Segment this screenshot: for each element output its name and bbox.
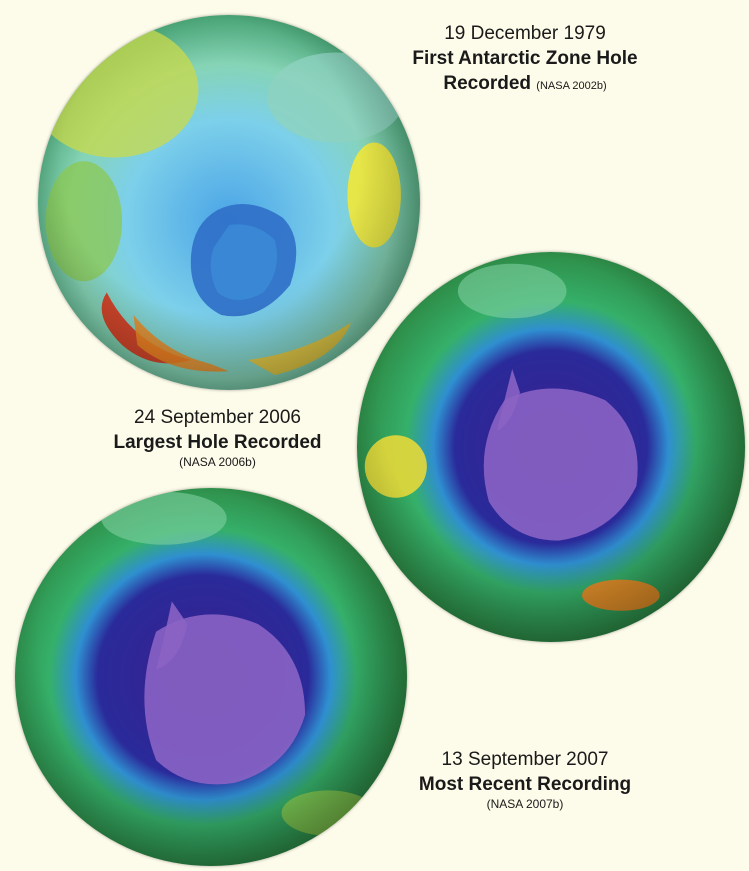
headline-1979-line2: Recorded (NASA 2002b) xyxy=(395,71,655,99)
caption-2006: 24 September 2006 Largest Hole Recorded … xyxy=(95,406,340,470)
caption-1979: 19 December 1979 First Antarctic Zone Ho… xyxy=(395,22,655,99)
ozone-map-2007 xyxy=(15,488,407,866)
headline-2006: Largest Hole Recorded xyxy=(113,432,322,453)
ozone-map-1979 xyxy=(38,15,420,390)
headline-1979-line2-text: Recorded xyxy=(443,73,532,94)
headline-1979-line1: First Antarctic Zone Hole xyxy=(412,48,638,69)
date-2007: 13 September 2007 xyxy=(441,749,609,770)
date-1979: 19 December 1979 xyxy=(444,23,606,44)
caption-2007: 13 September 2007 Most Recent Recording … xyxy=(400,748,650,812)
ozone-map-2006 xyxy=(357,252,745,642)
citation-2007: (NASA 2007b) xyxy=(486,797,564,811)
headline-2007: Most Recent Recording xyxy=(418,774,632,795)
date-2006: 24 September 2006 xyxy=(134,407,301,428)
citation-1979: (NASA 2002b) xyxy=(536,80,607,92)
citation-2006: (NASA 2006b) xyxy=(179,455,256,469)
